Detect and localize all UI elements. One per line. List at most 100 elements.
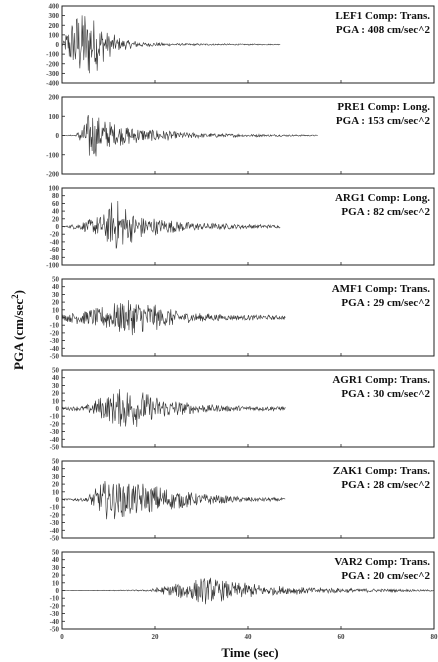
y-tick-label: 30	[52, 382, 60, 390]
waveform-trace	[61, 389, 286, 427]
y-tick-label: 200	[49, 22, 60, 30]
x-tick-label: 80	[431, 633, 438, 641]
y-tick-label: 0	[56, 223, 60, 231]
waveform-trace	[61, 15, 281, 74]
y-tick-label: 10	[52, 579, 60, 587]
y-tick-label: -20	[50, 231, 60, 239]
y-tick-label: 0	[56, 587, 60, 595]
y-tick-label: -30	[50, 428, 60, 436]
y-tick-label: 20	[52, 572, 60, 580]
y-tick-label: -40	[50, 436, 60, 444]
y-tick-label: 10	[52, 397, 60, 405]
y-tick-label: 10	[52, 488, 60, 496]
y-tick-label: 0	[56, 314, 60, 322]
y-tick-label: 40	[52, 556, 60, 564]
y-tick-label: -50	[50, 535, 60, 543]
y-tick-label: -40	[50, 345, 60, 353]
station-label: AGR1 Comp: Trans.	[332, 374, 430, 386]
y-tick-label: -30	[50, 610, 60, 618]
y-tick-label: 30	[52, 564, 60, 572]
y-tick-label: 300	[49, 12, 60, 20]
pga-label: PGA : 30 cm/sec^2	[341, 388, 430, 400]
y-tick-label: -200	[46, 60, 59, 68]
y-axis-label: PGA (cm/sec2)	[10, 290, 26, 370]
y-tick-label: 100	[49, 113, 60, 121]
pga-label: PGA : 29 cm/sec^2	[341, 297, 430, 309]
x-axis-ticks: 0 20 40 60 80	[60, 633, 438, 641]
y-tick-label: 20	[52, 215, 60, 223]
waveform-trace	[61, 201, 281, 249]
y-tick-label: -100	[46, 262, 59, 270]
y-tick-label: -100	[46, 51, 59, 59]
y-tick-label: 200	[49, 94, 60, 102]
pga-label: PGA : 28 cm/sec^2	[341, 479, 430, 491]
y-tick-label: -50	[50, 626, 60, 634]
pga-label: PGA : 153 cm/sec^2	[336, 115, 431, 127]
y-tick-label: 400	[49, 3, 60, 11]
y-tick-label: -300	[46, 70, 59, 78]
waveform-trace	[61, 300, 286, 336]
y-tick-label: -400	[46, 80, 59, 88]
station-label: ZAK1 Comp: Trans.	[333, 465, 430, 477]
y-tick-label: 0	[56, 132, 60, 140]
station-label: PRE1 Comp: Long.	[337, 101, 430, 113]
y-tick-label: -200	[46, 171, 59, 179]
y-tick-label: -40	[50, 238, 60, 246]
y-tick-label: 60	[52, 200, 60, 208]
x-axis-label: Time (sec)	[221, 645, 278, 660]
y-tick-label: -50	[50, 353, 60, 361]
pga-label: PGA : 20 cm/sec^2	[341, 570, 430, 582]
y-tick-label: 40	[52, 465, 60, 473]
y-tick-label: -50	[50, 444, 60, 452]
y-tick-label: -40	[50, 618, 60, 626]
y-tick-label: -30	[50, 519, 60, 527]
waveform-trace	[61, 115, 318, 157]
y-tick-label: 10	[52, 306, 60, 314]
x-tick-label: 20	[152, 633, 160, 641]
y-tick-label: -10	[50, 413, 60, 421]
y-tick-label: 40	[52, 208, 60, 216]
y-tick-label: 50	[52, 276, 60, 284]
y-tick-label: -100	[46, 151, 59, 159]
y-tick-label: -60	[50, 246, 60, 254]
y-tick-label: 0	[56, 496, 60, 504]
y-tick-label: 0	[56, 41, 60, 49]
y-tick-label: -10	[50, 504, 60, 512]
waveform-trace	[61, 480, 286, 520]
y-tick-label: 20	[52, 481, 60, 489]
y-axis-label-close: )	[11, 290, 26, 294]
y-tick-label: 40	[52, 283, 60, 291]
x-tick-label: 0	[60, 633, 64, 641]
y-tick-label: 30	[52, 473, 60, 481]
y-tick-label: 20	[52, 299, 60, 307]
station-label: AMF1 Comp: Trans.	[332, 283, 431, 295]
y-tick-label: -20	[50, 511, 60, 519]
panel-2: -200 -100 0 100 200 PRE1 Comp: Long. PGA : 153…	[46, 94, 435, 179]
y-tick-label: -20	[50, 329, 60, 337]
y-tick-label: -10	[50, 595, 60, 603]
y-tick-label: 100	[49, 185, 60, 193]
y-tick-label: 20	[52, 390, 60, 398]
y-tick-label: -80	[50, 254, 60, 262]
y-tick-label: 50	[52, 367, 60, 375]
y-tick-label: 0	[56, 405, 60, 413]
x-tick-label: 60	[338, 633, 346, 641]
y-tick-label: -20	[50, 420, 60, 428]
y-tick-label: -30	[50, 337, 60, 345]
y-tick-label: 50	[52, 458, 60, 466]
y-axis-label-superscript: 2	[10, 294, 20, 299]
y-tick-label: -40	[50, 527, 60, 535]
y-tick-label: 30	[52, 291, 60, 299]
y-tick-label: 40	[52, 374, 60, 382]
station-label: LEF1 Comp: Trans.	[335, 10, 430, 22]
y-tick-label: 80	[52, 192, 60, 200]
y-tick-label: -20	[50, 602, 60, 610]
